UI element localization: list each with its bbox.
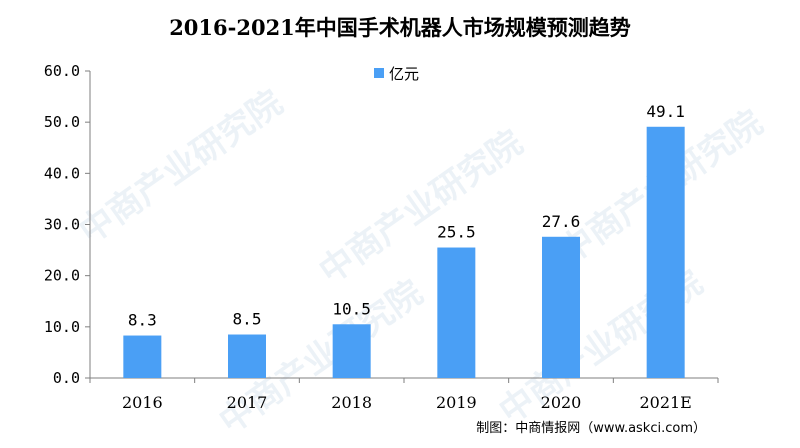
data-label: 10.5 (332, 299, 371, 318)
data-label: 27.6 (542, 212, 581, 231)
y-tick-label: 50.0 (44, 113, 80, 131)
bar (228, 334, 266, 378)
bar (437, 247, 476, 378)
data-label: 8.5 (233, 310, 262, 329)
y-tick-label: 60.0 (44, 62, 80, 80)
data-label: 25.5 (437, 223, 476, 242)
data-label: 8.3 (128, 311, 157, 330)
x-tick-label: 2016 (122, 393, 163, 412)
bar (646, 126, 685, 378)
bar (542, 236, 580, 378)
legend-swatch (374, 68, 384, 78)
bar (332, 324, 371, 378)
bar (123, 335, 162, 378)
source-credit: 制图：中商情报网（www.askci.com） (476, 421, 706, 436)
x-tick-label: 2019 (436, 393, 477, 412)
y-tick-label: 30.0 (44, 216, 80, 234)
data-label: 49.1 (646, 102, 685, 121)
chart-title: 2016-2021年中国手术机器人市场规模预测趋势 (169, 15, 631, 40)
y-tick-label: 0.0 (53, 369, 80, 387)
x-tick-label: 2017 (227, 393, 268, 412)
y-tick-label: 10.0 (44, 318, 80, 336)
y-tick-label: 20.0 (44, 267, 80, 285)
x-tick-label: 2020 (541, 393, 582, 412)
x-tick-label: 2018 (331, 393, 372, 412)
x-tick-label: 2021E (639, 393, 691, 412)
legend-label: 亿元 (389, 65, 419, 83)
y-tick-label: 40.0 (44, 164, 80, 182)
